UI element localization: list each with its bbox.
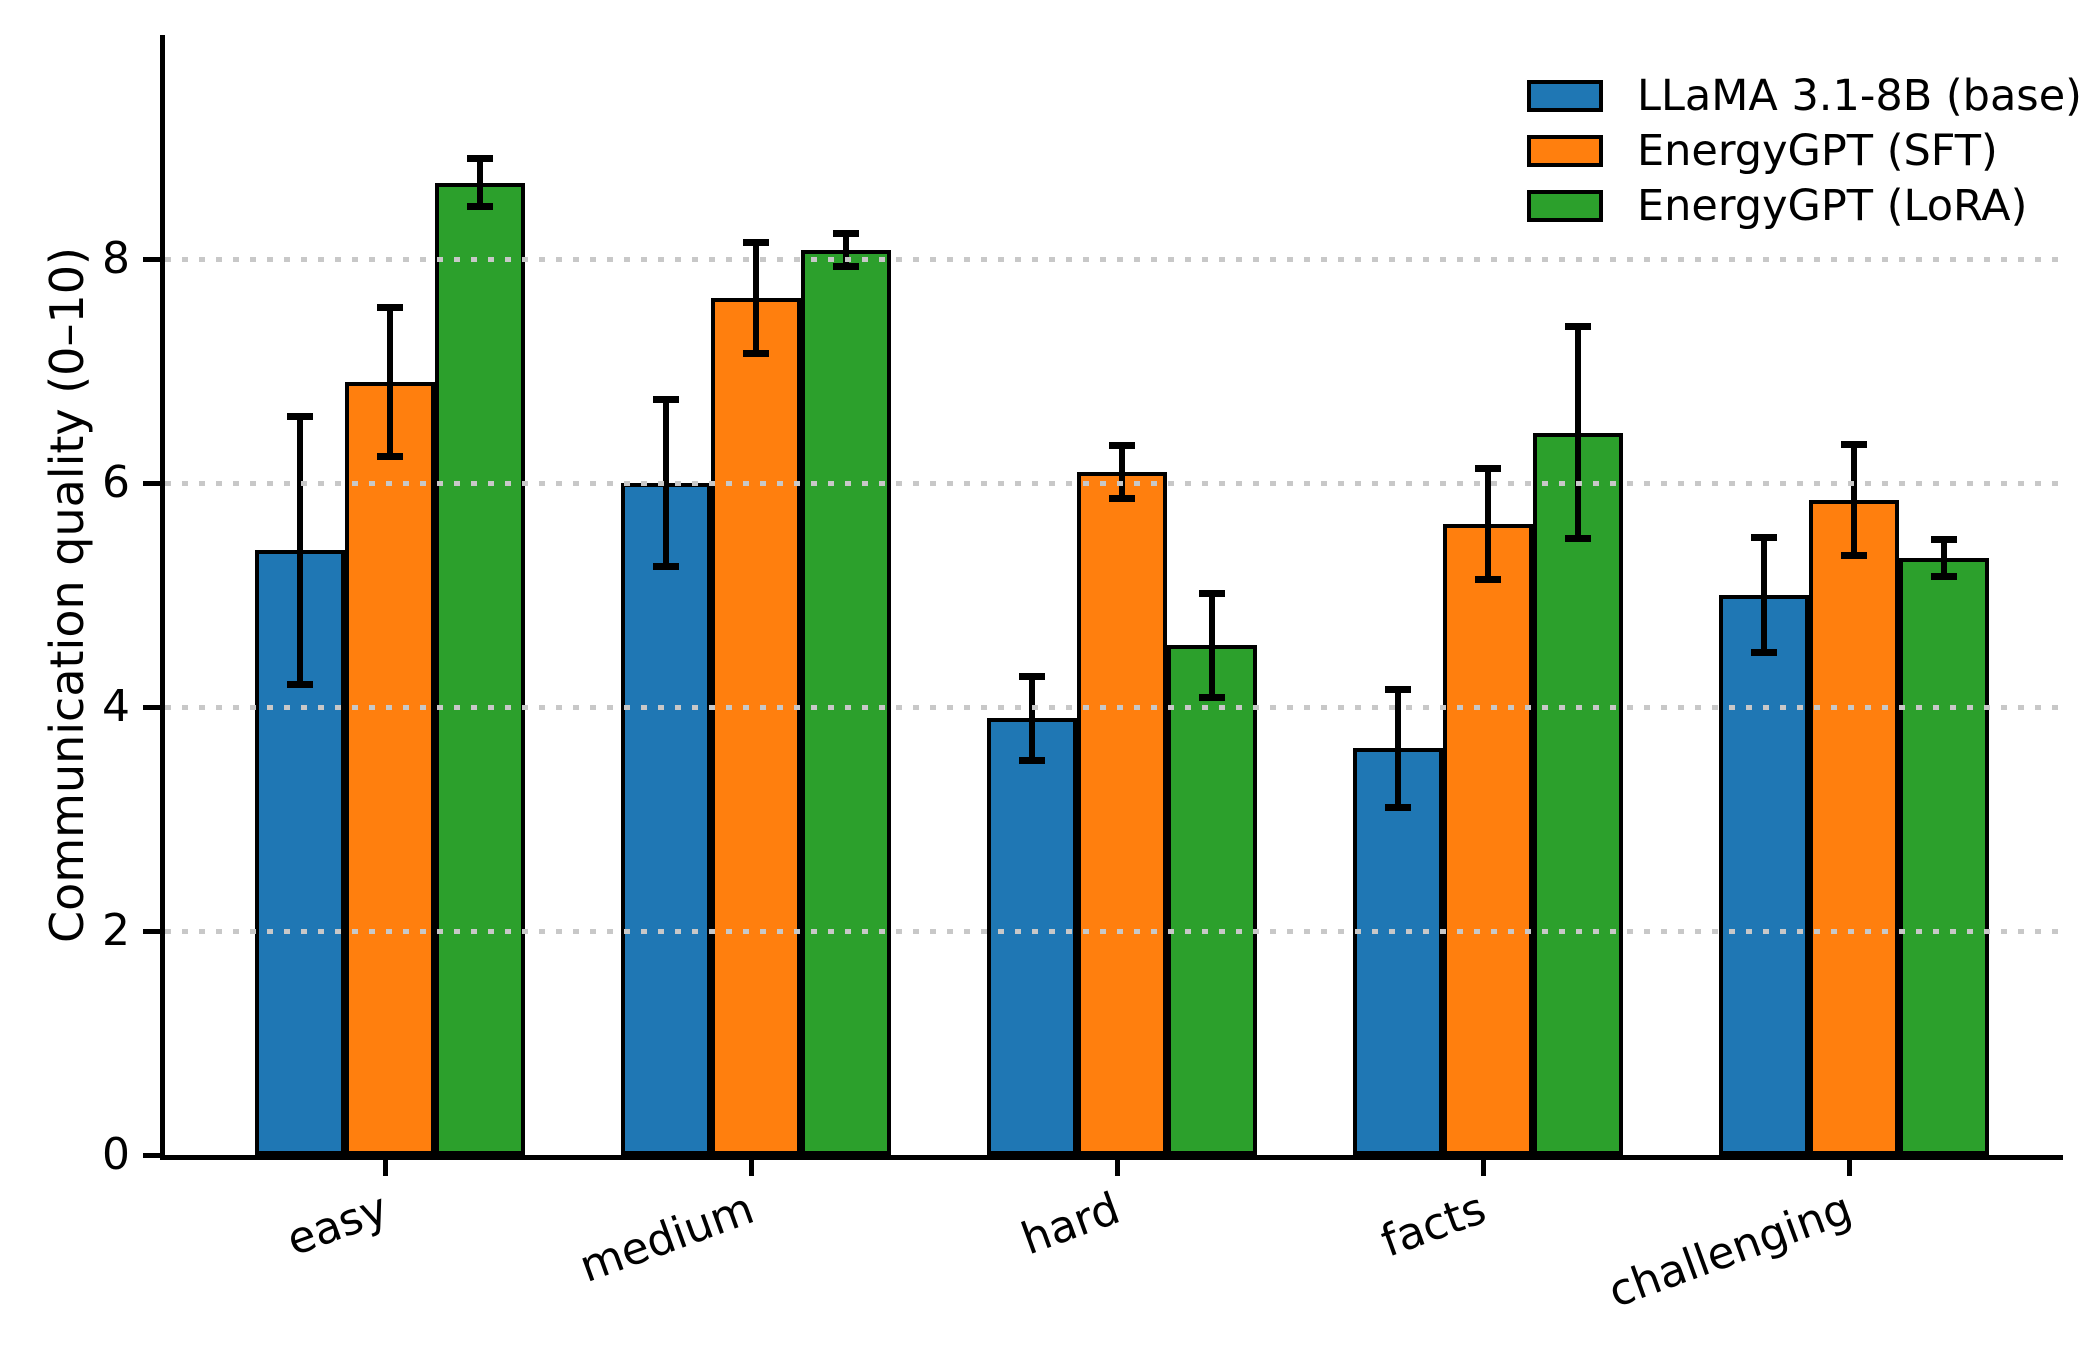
legend-label: LLaMA 3.1-8B (base) bbox=[1637, 70, 2082, 121]
error-bar-cap bbox=[1931, 573, 1957, 581]
bar-hard-series1 bbox=[1077, 471, 1167, 1155]
x-tick-label-challenging: challenging bbox=[1601, 1183, 1859, 1318]
error-bar-cap bbox=[1841, 551, 1867, 559]
error-bar bbox=[1029, 675, 1035, 761]
y-tick-mark bbox=[143, 705, 160, 710]
y-tick-mark bbox=[143, 929, 160, 934]
bar-facts-series2 bbox=[1533, 432, 1623, 1155]
error-bar-cap bbox=[1109, 494, 1135, 502]
plot-area bbox=[160, 35, 2063, 1160]
error-bar-cap bbox=[743, 350, 769, 358]
error-bar-cap bbox=[377, 304, 403, 312]
error-bar bbox=[1209, 592, 1215, 699]
error-bar-cap bbox=[1019, 672, 1045, 680]
error-bar-cap bbox=[1751, 533, 1777, 541]
error-bar bbox=[477, 158, 483, 208]
error-bar-cap bbox=[1385, 686, 1411, 694]
bar-medium-series1 bbox=[711, 298, 801, 1155]
y-tick-mark bbox=[143, 257, 160, 262]
error-bar bbox=[1395, 689, 1401, 808]
error-bar-cap bbox=[1199, 589, 1225, 597]
legend-row: EnergyGPT (LoRA) bbox=[1527, 178, 2082, 233]
legend-label: EnergyGPT (LoRA) bbox=[1637, 180, 2028, 231]
error-bar-cap bbox=[467, 155, 493, 163]
x-tick-mark bbox=[749, 1160, 754, 1176]
error-bar-cap bbox=[1109, 441, 1135, 449]
y-tick-label: 6 bbox=[102, 457, 130, 508]
bar-challenging-series2 bbox=[1899, 558, 1989, 1155]
x-tick-label-easy: easy bbox=[280, 1183, 395, 1267]
bar-hard-series0 bbox=[987, 718, 1077, 1155]
error-bar bbox=[1851, 443, 1857, 556]
error-bar-cap bbox=[1385, 803, 1411, 811]
legend-row: EnergyGPT (SFT) bbox=[1527, 123, 2082, 178]
y-tick-mark bbox=[143, 481, 160, 486]
x-tick-label-hard: hard bbox=[1014, 1183, 1127, 1266]
y-tick-label: 8 bbox=[102, 233, 130, 284]
bar-facts-series0 bbox=[1353, 748, 1443, 1155]
error-bar-cap bbox=[653, 396, 679, 403]
x-tick-mark bbox=[1847, 1160, 1852, 1176]
bar-challenging-series0 bbox=[1719, 595, 1809, 1155]
x-tick-mark bbox=[1115, 1160, 1120, 1176]
error-bar bbox=[297, 415, 303, 685]
error-bar bbox=[753, 242, 759, 355]
bar-facts-series1 bbox=[1443, 524, 1533, 1155]
error-bar-cap bbox=[653, 563, 679, 570]
error-bar bbox=[1575, 326, 1581, 539]
y-tick-label: 2 bbox=[102, 905, 130, 956]
legend-swatch-green-icon bbox=[1527, 189, 1603, 222]
bar-medium-series0 bbox=[621, 483, 711, 1155]
y-tick-mark bbox=[143, 1153, 160, 1158]
error-bar bbox=[1761, 536, 1767, 654]
bar-easy-series2 bbox=[435, 182, 525, 1155]
legend: LLaMA 3.1-8B (base) EnergyGPT (SFT) Ener… bbox=[1527, 68, 2082, 233]
error-bar-cap bbox=[1931, 536, 1957, 543]
error-bar bbox=[843, 233, 849, 267]
bar-easy-series1 bbox=[345, 382, 435, 1155]
error-bar-cap bbox=[1565, 535, 1591, 542]
bar-challenging-series1 bbox=[1809, 499, 1899, 1155]
error-bar bbox=[1119, 444, 1125, 499]
x-tick-label-facts: facts bbox=[1374, 1183, 1493, 1268]
y-tick-label: 4 bbox=[102, 681, 130, 732]
error-bar-cap bbox=[833, 262, 859, 270]
error-bar-cap bbox=[1565, 323, 1591, 331]
error-bar-cap bbox=[1019, 756, 1045, 764]
error-bar-cap bbox=[743, 239, 769, 247]
error-bar-cap bbox=[287, 412, 313, 420]
error-bar-cap bbox=[377, 453, 403, 461]
error-bar-cap bbox=[287, 680, 313, 688]
error-bar bbox=[1941, 539, 1947, 578]
y-tick-label: 0 bbox=[102, 1129, 130, 1180]
error-bar bbox=[1485, 468, 1491, 581]
legend-label: EnergyGPT (SFT) bbox=[1637, 125, 1998, 176]
x-tick-mark bbox=[1481, 1160, 1486, 1176]
error-bar-cap bbox=[1475, 576, 1501, 584]
error-bar-cap bbox=[1751, 649, 1777, 657]
legend-swatch-orange-icon bbox=[1527, 134, 1603, 167]
legend-swatch-blue-icon bbox=[1527, 79, 1603, 112]
x-tick-mark bbox=[383, 1160, 388, 1176]
bar-hard-series2 bbox=[1167, 645, 1257, 1155]
bar-medium-series2 bbox=[801, 250, 891, 1155]
error-bar bbox=[663, 399, 669, 567]
error-bar-cap bbox=[833, 230, 859, 238]
x-tick-label-medium: medium bbox=[573, 1183, 761, 1293]
error-bar bbox=[387, 307, 393, 458]
error-bar-cap bbox=[1199, 694, 1225, 702]
error-bar-cap bbox=[1841, 440, 1867, 448]
legend-row: LLaMA 3.1-8B (base) bbox=[1527, 68, 2082, 123]
error-bar-cap bbox=[1475, 465, 1501, 473]
error-bar-cap bbox=[467, 203, 493, 211]
